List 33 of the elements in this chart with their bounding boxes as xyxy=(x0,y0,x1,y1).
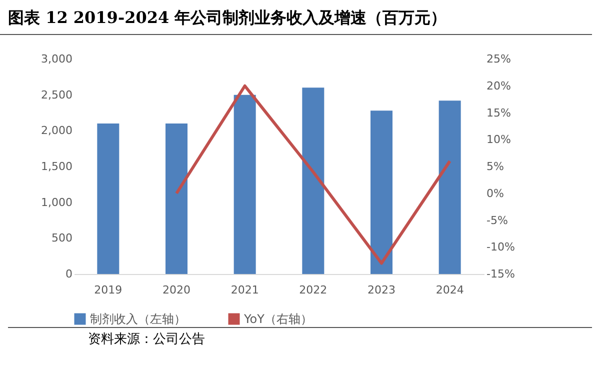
y-tick-label: 500 xyxy=(52,232,72,245)
chart-title: 图表 12 2019-2024 年公司制剂业务收入及增速（百万元） xyxy=(0,0,592,35)
y-tick-label: 2,000 xyxy=(41,124,72,138)
y2-tick-label: -5% xyxy=(486,214,508,227)
y2-tick-label: 5% xyxy=(486,160,504,173)
text: 资料来源：公司公告 xyxy=(8,327,592,348)
bar xyxy=(234,94,256,274)
y2-tick-label: -10% xyxy=(486,240,515,254)
y-tick-label: 3,000 xyxy=(41,52,72,66)
bar xyxy=(302,88,324,274)
y-tick-label: 0 xyxy=(66,268,72,280)
y2-tick-label: 20% xyxy=(486,79,511,92)
bar xyxy=(370,110,392,274)
x-tick-label: 2019 xyxy=(94,284,122,296)
bar xyxy=(166,124,188,274)
y2-tick-label: 10% xyxy=(486,133,511,146)
x-tick-label: 2020 xyxy=(162,284,190,296)
bar xyxy=(97,124,120,274)
x-tick-label: 2021 xyxy=(230,284,259,296)
x-tick-label: 2023 xyxy=(368,284,396,296)
y2-tick-label: 15% xyxy=(486,106,511,120)
y-tick-label: 2,500 xyxy=(41,88,72,102)
x-tick-label: 2022 xyxy=(299,284,328,296)
y2-tick-label: 0% xyxy=(486,186,504,200)
legend-label: YoY（右轴） xyxy=(243,312,312,326)
bar xyxy=(438,100,461,274)
y2-tick-label: -15% xyxy=(486,268,515,280)
legend-label: 制剂收入（左轴） xyxy=(90,312,186,326)
y-tick-label: 1,000 xyxy=(41,196,72,209)
x-tick-label: 2024 xyxy=(436,284,464,296)
y-tick-label: 1,500 xyxy=(41,160,72,173)
y2-tick-label: 25% xyxy=(486,52,511,66)
line-series xyxy=(175,84,452,265)
